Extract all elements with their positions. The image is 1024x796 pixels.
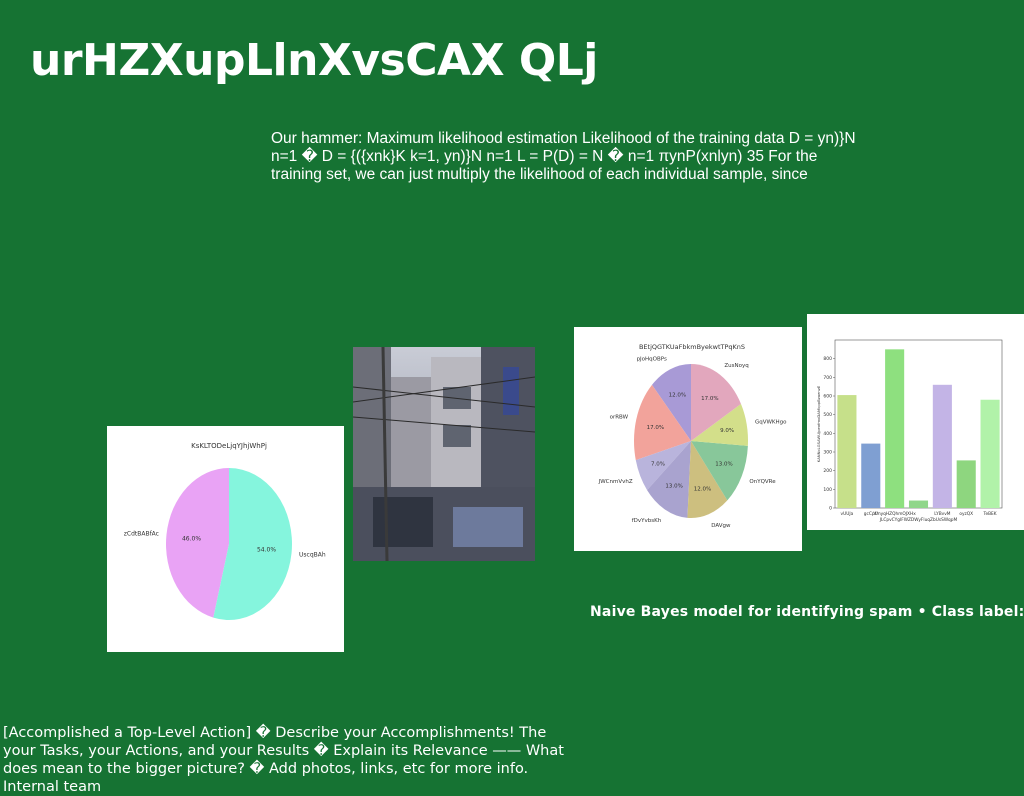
pie-slice bbox=[213, 468, 292, 620]
x-tick-label: vUUJa bbox=[841, 511, 854, 517]
pie-slice bbox=[691, 441, 748, 501]
x-tick-label: gcCpU bbox=[864, 511, 878, 517]
pie-chart-1: KsKLTODeLjqYJhjWhPj zCdtBABfAc 46.0% UscqB… bbox=[124, 442, 326, 620]
pie-slice bbox=[687, 441, 728, 518]
y-tick-label: 300 bbox=[823, 450, 832, 456]
pie-slice bbox=[647, 441, 691, 518]
pie-value-label: 12.0% bbox=[694, 487, 711, 493]
y-tick-label: 500 bbox=[823, 412, 832, 418]
pie-value-label: 17.0% bbox=[647, 425, 664, 431]
y-tick-label: 100 bbox=[823, 487, 832, 493]
pie-slice-label: UscqBAh bbox=[299, 552, 326, 559]
pie-value-label: 7.0% bbox=[651, 462, 665, 468]
slide-caption: Naive Bayes model for identifying spam •… bbox=[590, 604, 1024, 620]
y-tick-label: 400 bbox=[823, 431, 832, 437]
y-tick-label: 200 bbox=[823, 468, 832, 474]
bar bbox=[980, 399, 1000, 508]
pie-chart-2: BEtjQGTKUaFbkmByekwtTPqKnS pJoHqOBPs 12.0… bbox=[598, 343, 788, 529]
x-tick-label: VmyqHZQhmOJXHx bbox=[874, 511, 917, 517]
pie-value-label: 13.0% bbox=[715, 462, 732, 468]
slide-title: urHZXupLlnXvsCAX QLj bbox=[30, 35, 598, 86]
pie-value-label: 46.0% bbox=[182, 535, 201, 542]
pie-slice-label: fDvYvbsKh bbox=[632, 518, 662, 524]
street-photo bbox=[353, 347, 535, 561]
pie-slice-label: zCdtBABfAc bbox=[124, 530, 159, 537]
y-axis-label: KANNcLGSAWUJpexfmoDAMkppBzaenzE bbox=[816, 385, 821, 462]
pie-slice-label: orRBW bbox=[610, 414, 629, 420]
pie-slice-label: pJoHqOBPs bbox=[637, 357, 667, 363]
pie-slice-label: DAVgw bbox=[711, 523, 731, 529]
body-text: Our hammer: Maximum likelihood estimatio… bbox=[271, 130, 856, 183]
x-tick-label: LYBvvM bbox=[934, 511, 950, 517]
pie-slice bbox=[691, 364, 741, 441]
chart-title: KsKLTODeLjqYJhjWhPj bbox=[191, 442, 267, 450]
footer-text: [Accomplished a Top-Level Action] � Desc… bbox=[3, 725, 564, 795]
pie-slice-label: JWCnmVvhZ bbox=[598, 479, 633, 485]
pie-value-label: 12.0% bbox=[669, 392, 686, 398]
pie-slice-label: GqVWKHgo bbox=[755, 420, 787, 426]
pie-slice-label: OnYQVRe bbox=[749, 479, 776, 485]
x-tick-label: TeBEK bbox=[983, 511, 997, 517]
y-tick-label: 600 bbox=[823, 394, 832, 400]
bar-chart-panel: 0 100 200 300 400 500 600 700 800 vUUJa gcCpU VmyqH… bbox=[807, 314, 1024, 530]
x-tick-label-extra: JLCpvCYgIFWZDWyFluqZbUsSWqpM bbox=[879, 517, 958, 523]
pie-slice bbox=[691, 403, 748, 446]
bar bbox=[908, 500, 929, 508]
bar bbox=[885, 349, 905, 508]
bar-chart: 0 100 200 300 400 500 600 700 800 vUUJa gcCpUVmyqH… bbox=[816, 339, 1003, 523]
y-tick-label: 700 bbox=[823, 375, 832, 381]
bar bbox=[837, 395, 857, 508]
chart-title: BEtjQGTKUaFbkmByekwtTPqKnS bbox=[639, 343, 745, 351]
pie-slice bbox=[166, 468, 229, 618]
pie-slice bbox=[634, 384, 691, 461]
bar bbox=[932, 384, 952, 508]
pie-value-label: 13.0% bbox=[665, 484, 682, 490]
pie-value-label: 17.0% bbox=[701, 396, 718, 402]
bar bbox=[956, 460, 976, 508]
y-tick-label: 800 bbox=[823, 356, 832, 362]
x-tick-label: oyzQX bbox=[959, 511, 973, 517]
bar bbox=[861, 443, 881, 508]
pie-slice bbox=[651, 364, 691, 441]
pie-value-label: 9.0% bbox=[720, 428, 734, 434]
pie-slice bbox=[635, 441, 691, 491]
pie-value-label: 54.0% bbox=[257, 547, 276, 554]
y-tick-label: 0 bbox=[829, 506, 832, 512]
pie-slice-label: ZusNoyq bbox=[724, 363, 748, 369]
street-photo-icon bbox=[353, 347, 535, 561]
plot-frame bbox=[834, 339, 1003, 509]
pie-chart-panel-2: BEtjQGTKUaFbkmByekwtTPqKnS pJoHqOBPs 12.0… bbox=[574, 327, 802, 551]
pie-chart-panel-1: KsKLTODeLjqYJhjWhPj zCdtBABfAc 46.0% UscqB… bbox=[107, 426, 344, 652]
